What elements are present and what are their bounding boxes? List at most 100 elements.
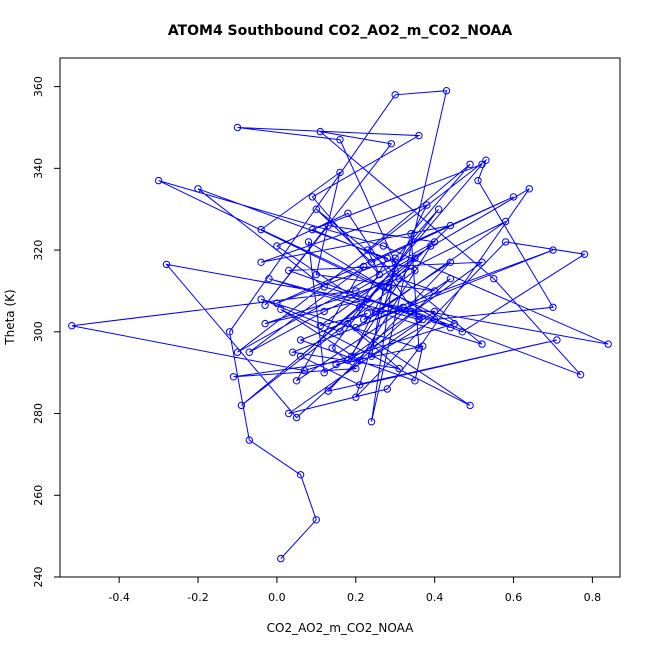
data-point — [352, 287, 360, 295]
data-point — [344, 319, 352, 328]
data-point — [257, 295, 265, 303]
data-point — [367, 258, 376, 266]
series-layer — [68, 87, 612, 563]
data-point — [233, 348, 242, 356]
data-point — [352, 364, 360, 373]
data-point — [407, 307, 415, 316]
y-axis-label: Theta (K) — [3, 289, 17, 345]
data-point — [257, 258, 265, 266]
data-point — [296, 471, 305, 479]
data-point — [419, 315, 427, 324]
data-point — [162, 260, 171, 269]
data-point — [549, 303, 557, 311]
data-point — [344, 356, 352, 365]
data-point — [273, 242, 281, 250]
data-point — [308, 193, 317, 201]
x-tick-label: -0.4 — [108, 591, 129, 604]
data-point — [285, 266, 293, 275]
data-point — [411, 377, 419, 385]
data-point — [292, 377, 301, 385]
data-point — [273, 299, 281, 307]
data-point — [348, 352, 356, 360]
data-point — [549, 246, 557, 254]
data-point — [446, 221, 455, 230]
data-point — [482, 156, 490, 164]
data-point — [391, 258, 399, 266]
data-point — [324, 387, 332, 395]
data-point — [501, 238, 510, 246]
y-tick-label: 300 — [32, 321, 45, 342]
y-axis: 240 260 280 300 320 340 360 — [32, 76, 60, 588]
data-point — [383, 254, 391, 262]
data-point — [245, 348, 254, 356]
data-point — [423, 201, 431, 209]
data-point — [324, 221, 332, 230]
data-point — [553, 336, 561, 344]
data-point — [576, 371, 585, 379]
data-point — [446, 275, 455, 283]
data-point — [375, 270, 384, 279]
data-point — [356, 356, 364, 365]
data-point — [292, 413, 301, 422]
y-tick-label: 360 — [32, 76, 45, 97]
data-point — [391, 266, 399, 275]
x-tick-label: 0.6 — [505, 591, 523, 604]
data-point — [304, 238, 313, 246]
data-point — [415, 315, 423, 324]
data-point — [312, 516, 320, 524]
data-point — [430, 238, 439, 246]
data-point — [352, 393, 360, 401]
data-point — [474, 176, 482, 185]
data-point — [237, 401, 246, 410]
data-point — [352, 324, 360, 332]
data-point — [320, 369, 328, 377]
data-point — [580, 250, 589, 258]
data-point — [312, 205, 320, 213]
chart-title: ATOM4 Southbound CO2_AO2_m_CO2_NOAA — [168, 23, 513, 39]
data-point — [360, 262, 368, 271]
data-point — [363, 246, 372, 254]
data-point — [320, 307, 328, 316]
data-point — [261, 319, 269, 328]
x-tick-label: 0.4 — [426, 591, 444, 604]
data-point — [450, 319, 459, 328]
data-point — [478, 340, 486, 348]
y-tick-label: 320 — [32, 240, 45, 261]
data-point — [296, 352, 305, 360]
data-point — [399, 303, 407, 311]
data-point — [316, 322, 324, 330]
data-point — [411, 254, 419, 262]
data-point — [415, 131, 423, 140]
data-point — [277, 305, 285, 313]
data-point — [296, 336, 305, 344]
data-point — [360, 315, 368, 324]
data-point — [277, 554, 285, 563]
data-point — [415, 344, 423, 352]
data-point — [356, 303, 364, 311]
data-point — [356, 381, 364, 389]
data-point — [336, 168, 344, 177]
data-point — [332, 360, 340, 369]
x-tick-label: 0.2 — [347, 591, 365, 604]
data-point — [367, 352, 376, 360]
data-point — [285, 409, 293, 418]
data-point — [229, 373, 238, 381]
data-point — [387, 140, 395, 148]
data-point — [245, 436, 254, 444]
data-point — [154, 176, 163, 185]
data-point — [430, 307, 439, 316]
data-point — [383, 283, 391, 291]
data-point — [501, 217, 510, 226]
x-axis-label: CO2_AO2_m_CO2_NOAA — [267, 621, 414, 635]
x-tick-label: 0.0 — [268, 591, 286, 604]
data-point — [490, 275, 498, 283]
data-point — [371, 307, 380, 316]
data-point — [194, 185, 202, 193]
data-point — [411, 266, 419, 275]
data-point — [419, 342, 427, 350]
data-point — [68, 322, 76, 330]
data-point — [509, 193, 518, 201]
data-point — [289, 348, 297, 356]
x-axis: -0.4 -0.2 0.0 0.2 0.4 0.6 0.8 — [108, 577, 601, 604]
data-point — [363, 295, 372, 303]
